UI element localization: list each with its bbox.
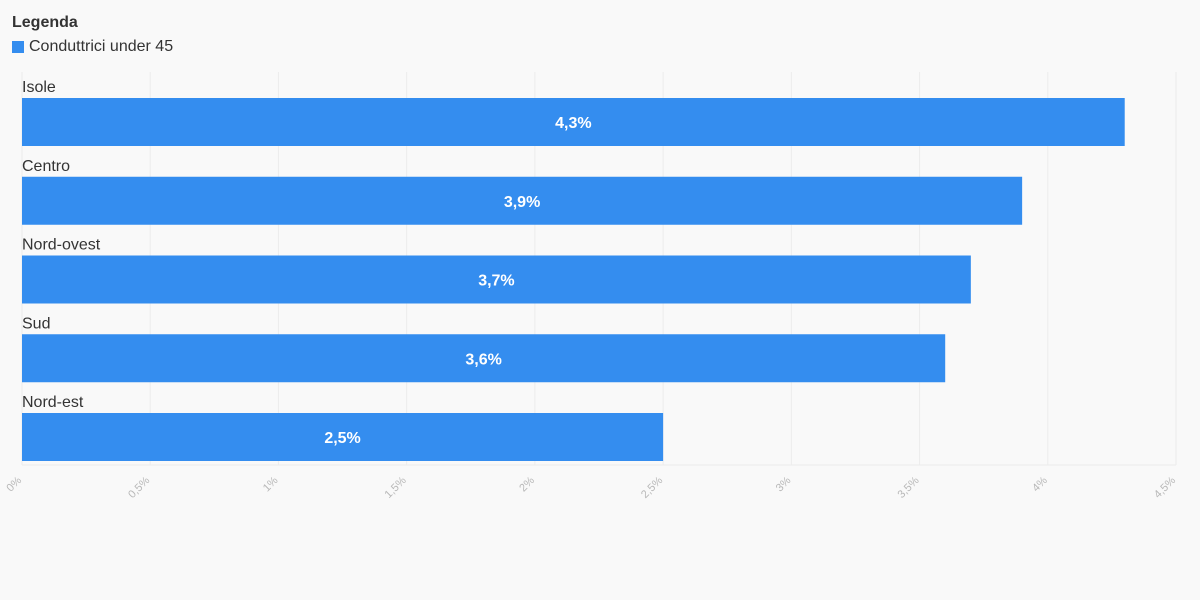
x-tick-label: 2,5% <box>639 474 665 500</box>
bar-value-label: 4,3% <box>555 115 591 132</box>
x-tick-label: 3% <box>774 474 794 494</box>
x-tick-label: 0,5% <box>126 474 152 500</box>
x-tick-label: 1,5% <box>383 474 409 500</box>
legend: Legenda Conduttrici under 45 <box>12 12 173 58</box>
x-tick-label: 1% <box>261 474 281 494</box>
bar-value-label: 2,5% <box>324 430 360 447</box>
legend-swatch <box>12 41 24 53</box>
legend-item-label: Conduttrici under 45 <box>29 38 174 55</box>
bar-value-label: 3,6% <box>465 351 501 368</box>
legend-title: Legenda <box>12 14 78 31</box>
bar[interactable] <box>22 334 946 383</box>
bar[interactable] <box>22 98 1125 146</box>
x-tick-label: 4,5% <box>1152 474 1178 500</box>
category-label: Nord-ovest <box>22 237 101 254</box>
x-tick-label: 0% <box>4 474 24 494</box>
x-tick-label: 2% <box>517 474 537 494</box>
bar-value-label: 3,7% <box>478 273 514 290</box>
legend-item[interactable]: Conduttrici under 45 <box>12 36 173 58</box>
category-label: Nord-est <box>22 394 84 411</box>
bar[interactable] <box>22 413 664 461</box>
bar-value-label: 3,9% <box>504 194 540 211</box>
category-label: Centro <box>22 158 70 175</box>
bar[interactable] <box>22 176 1023 225</box>
bar[interactable] <box>22 255 971 304</box>
category-label: Sud <box>22 315 50 332</box>
x-tick-label: 4% <box>1030 474 1050 494</box>
x-tick-label: 3,5% <box>895 474 921 500</box>
category-label: Isole <box>22 79 56 96</box>
